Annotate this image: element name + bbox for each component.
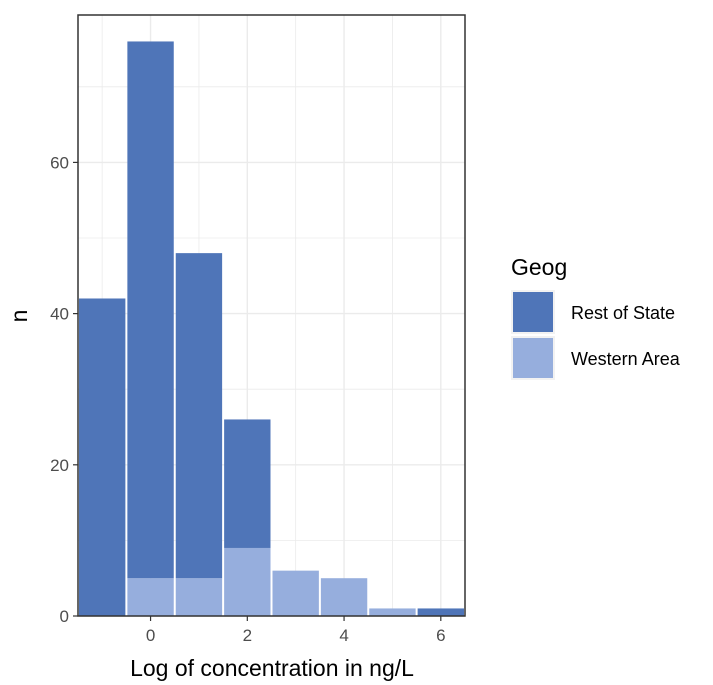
bar-western-area xyxy=(320,578,368,616)
legend: Geog Rest of State Western Area xyxy=(511,254,681,380)
x-axis-title: Log of concentration in ng/L xyxy=(130,655,414,681)
y-tick-label: 0 xyxy=(60,607,69,626)
bar-western-area xyxy=(369,608,416,616)
y-axis-title: n xyxy=(6,310,32,323)
bar-rest-of-state xyxy=(79,298,126,616)
x-axis: 0 2 4 6 xyxy=(146,616,446,645)
bar-rest-of-state xyxy=(417,608,464,616)
panel-border xyxy=(77,14,466,617)
y-tick-label: 20 xyxy=(50,456,69,475)
x-tick-label: 2 xyxy=(243,626,252,645)
bar-western-area xyxy=(175,578,223,616)
y-axis: 0 20 40 60 xyxy=(50,153,78,626)
bar-rest-of-state xyxy=(224,419,271,548)
bar-western-area xyxy=(224,547,271,616)
x-tick-label: 6 xyxy=(436,626,445,645)
y-tick-label: 60 xyxy=(50,153,69,172)
legend-title: Geog xyxy=(511,254,567,280)
legend-swatch xyxy=(513,292,553,332)
bar-rest-of-state xyxy=(175,253,223,579)
x-tick-label: 4 xyxy=(339,626,348,645)
bar-rest-of-state xyxy=(127,41,174,579)
legend-swatch xyxy=(513,338,553,378)
legend-label: Rest of State xyxy=(571,303,675,323)
bar-western-area xyxy=(127,578,174,616)
bar-western-area xyxy=(272,570,319,616)
legend-label: Western Area xyxy=(571,349,681,369)
x-tick-label: 0 xyxy=(146,626,155,645)
bars xyxy=(79,41,464,616)
y-tick-label: 40 xyxy=(50,305,69,324)
